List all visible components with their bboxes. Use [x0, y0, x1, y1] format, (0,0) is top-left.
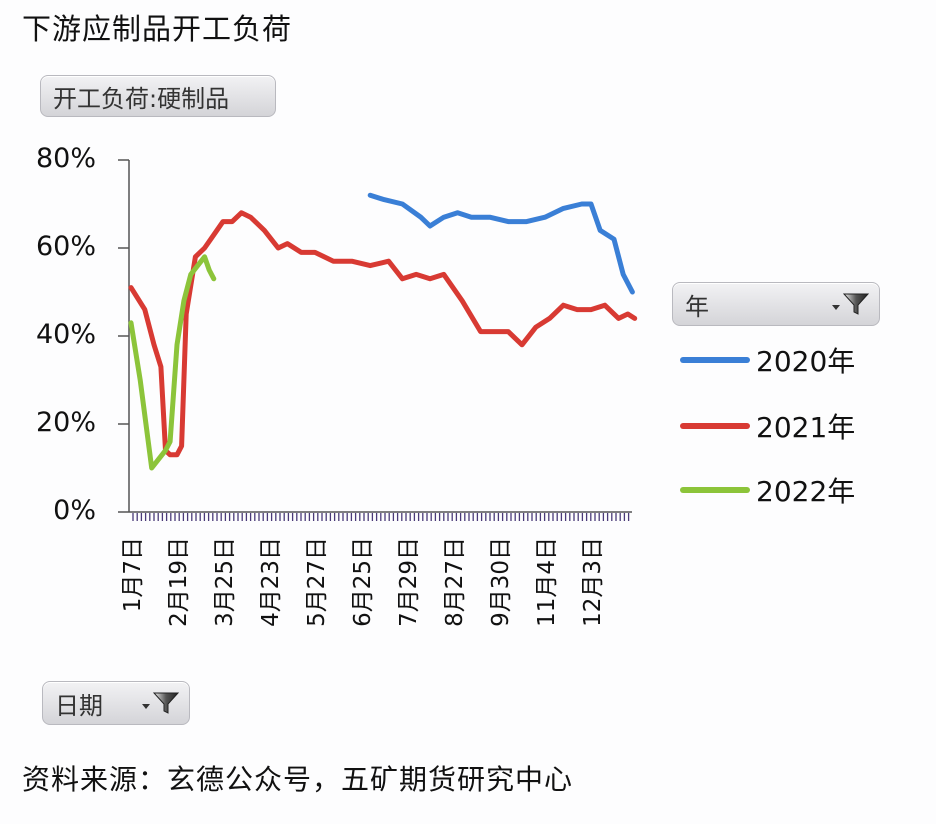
series-line-2020年	[367, 192, 635, 295]
date-filter-label: 日期	[55, 691, 103, 720]
x-tick-label: 9月30日	[488, 537, 514, 627]
measure-filter-label: 开工负荷:硬制品	[53, 84, 230, 113]
x-axis-ticks	[132, 513, 630, 521]
filter-funnel-icon[interactable]	[142, 691, 179, 715]
x-tick-label: 11月4日	[534, 537, 560, 627]
y-tick-label: 60%	[35, 231, 96, 262]
series-line-2021年	[128, 210, 638, 458]
x-tick-label: 1月7日	[120, 537, 146, 613]
x-tick-label: 12月3日	[580, 537, 606, 627]
year-filter-label: 年	[685, 292, 709, 321]
legend-label: 2021年	[756, 411, 856, 444]
series-line-2022年	[128, 254, 217, 471]
x-tick-label: 8月27日	[442, 537, 468, 627]
x-tick-label: 2月19日	[166, 537, 192, 627]
series-lines	[128, 192, 638, 471]
y-tick-label: 80%	[35, 143, 96, 174]
x-tick-label: 6月25日	[350, 537, 376, 627]
legend-swatch-2021	[680, 423, 750, 429]
chart-title: 下游应制品开工负荷	[22, 12, 293, 46]
legend-swatch-2020	[680, 357, 750, 363]
legend-item-2022[interactable]: 2022年	[680, 470, 900, 510]
legend-label: 2020年	[756, 345, 856, 378]
legend-item-2021[interactable]: 2021年	[680, 406, 900, 446]
year-filter-button[interactable]: 年	[672, 282, 880, 326]
x-tick-label: 4月23日	[258, 537, 284, 627]
y-tick-label: 0%	[53, 495, 96, 526]
legend-label: 2022年	[756, 475, 856, 508]
y-axis	[118, 159, 632, 513]
y-tick-label: 20%	[35, 407, 96, 438]
legend-swatch-2022	[680, 487, 750, 493]
dropdown-caret-icon	[142, 704, 150, 709]
y-tick-label: 40%	[35, 319, 96, 350]
x-tick-label: 3月25日	[212, 537, 238, 627]
legend-item-2020[interactable]: 2020年	[680, 340, 900, 380]
source-note: 资料来源：玄德公众号，五矿期货研究中心	[22, 763, 574, 796]
measure-filter-button[interactable]: 开工负荷:硬制品	[40, 75, 276, 117]
date-filter-button[interactable]: 日期	[42, 681, 190, 725]
filter-funnel-icon[interactable]	[832, 292, 869, 316]
x-tick-label: 7月29日	[396, 537, 422, 627]
x-tick-label: 5月27日	[304, 537, 330, 627]
dropdown-caret-icon	[832, 305, 840, 310]
